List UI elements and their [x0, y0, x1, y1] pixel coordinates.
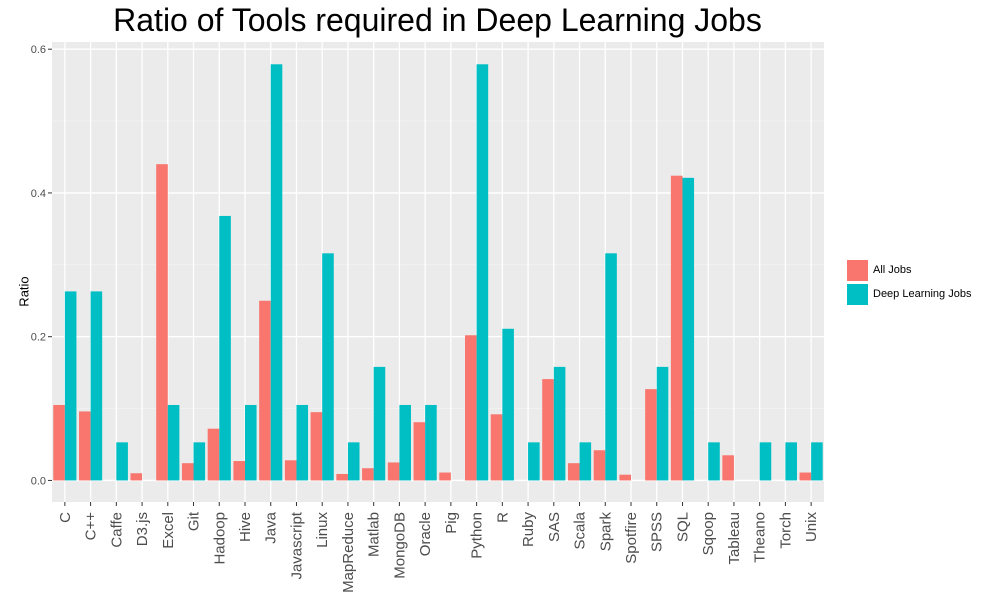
y-tick-label: 0.4: [31, 188, 46, 200]
bar-deep-learning-jobs-sas: [553, 366, 566, 481]
legend: All Jobs Deep Learning Jobs: [847, 258, 971, 306]
x-tick-label: Hadoop: [211, 512, 228, 565]
legend-label: Deep Learning Jobs: [873, 288, 972, 300]
bar-deep-learning-jobs-git: [193, 442, 206, 481]
bar-all-jobs-spotfire: [619, 474, 631, 481]
x-tick-label: Matlab: [366, 512, 383, 557]
bar-deep-learning-jobs-spss: [656, 366, 669, 481]
bar-all-jobs-git: [181, 463, 194, 481]
bar-deep-learning-jobs-matlab: [373, 366, 386, 481]
bar-all-jobs-c: [79, 411, 91, 481]
bar-all-jobs-mapreduce: [336, 473, 348, 481]
bar-deep-learning-jobs-caffe: [116, 442, 128, 481]
x-tick-label: Theano: [752, 512, 769, 563]
y-tick-label: 0.0: [31, 475, 46, 487]
legend-item-deep-learning-jobs: Deep Learning Jobs: [847, 282, 971, 306]
bar-all-jobs-r: [490, 414, 503, 481]
bar-all-jobs-javascript: [284, 460, 297, 481]
x-tick-label: SPSS: [649, 512, 666, 552]
y-tick-label: 0.2: [31, 332, 46, 344]
x-axis: C C++ Caffe D3.js Excel Git Hadoop Hive Java Java…: [57, 502, 820, 593]
bar-deep-learning-jobs-oracle: [425, 404, 437, 481]
bar-all-jobs-tableau: [722, 455, 734, 481]
x-tick-label: Git: [186, 511, 203, 531]
bar-deep-learning-jobs-java: [270, 64, 283, 481]
bar-deep-learning-jobs-mongodb: [399, 404, 411, 481]
x-tick-label: Python: [469, 512, 486, 559]
bar-all-jobs-oracle: [413, 422, 426, 481]
x-tick-label: Ruby: [520, 512, 537, 548]
bar-deep-learning-jobs-sql: [682, 177, 695, 481]
y-axis: 0.0 0.2 0.4 0.6: [31, 44, 52, 487]
bar-deep-learning-jobs-theano: [759, 442, 772, 481]
x-tick-label: Excel: [160, 512, 177, 549]
x-tick-label: SAS: [546, 512, 563, 542]
x-tick-label: MapReduce: [340, 512, 357, 593]
bar-deep-learning-jobs-javascript: [296, 404, 309, 481]
x-tick-label: Hive: [237, 512, 254, 542]
bar-deep-learning-jobs-c: [64, 291, 77, 481]
bar-all-jobs-c: [53, 404, 65, 481]
x-tick-label: Torch: [777, 512, 794, 549]
x-tick-label: D3.js: [134, 512, 151, 546]
bar-deep-learning-jobs-excel: [167, 404, 180, 481]
bar-all-jobs-hadoop: [207, 428, 220, 481]
bar-deep-learning-jobs-c: [90, 291, 103, 481]
legend-item-all-jobs: All Jobs: [847, 258, 971, 282]
bar-all-jobs-hive: [233, 461, 245, 481]
legend-swatch-deep-learning-jobs: [847, 283, 868, 305]
x-tick-label: Spark: [597, 512, 614, 552]
x-tick-label: Sqoop: [700, 512, 717, 555]
bar-all-jobs-unix: [799, 472, 812, 481]
bar-deep-learning-jobs-r: [502, 328, 514, 481]
x-tick-label: Caffe: [108, 512, 125, 548]
x-tick-label: Spotfire: [623, 512, 640, 564]
bar-all-jobs-java: [259, 300, 271, 481]
x-tick-label: Tableau: [726, 512, 743, 565]
bar-deep-learning-jobs-spark: [605, 253, 617, 481]
chart-title: Ratio of Tools required in Deep Learning…: [113, 2, 762, 38]
plot-panel: [52, 42, 824, 502]
bar-all-jobs-spark: [593, 450, 606, 481]
bar-deep-learning-jobs-python: [476, 64, 489, 481]
bar-deep-learning-jobs-linux: [322, 253, 334, 481]
x-tick-label: Unix: [803, 512, 820, 543]
x-tick-label: MongoDB: [391, 512, 408, 579]
bar-all-jobs-d3js: [130, 473, 143, 481]
x-tick-label: R: [494, 512, 511, 523]
legend-swatch-all-jobs: [847, 259, 868, 281]
x-tick-label: Oracle: [417, 512, 434, 556]
bar-all-jobs-spss: [645, 389, 657, 481]
bars: [53, 64, 823, 481]
bar-deep-learning-jobs-torch: [785, 442, 797, 481]
x-tick-label: Scala: [572, 511, 589, 549]
bar-all-jobs-pig: [439, 472, 451, 481]
bar-deep-learning-jobs-sqoop: [708, 442, 720, 481]
bar-deep-learning-jobs-hadoop: [219, 215, 231, 481]
x-tick-label: Pig: [443, 512, 460, 534]
x-tick-label: Javascript: [288, 511, 305, 579]
x-tick-label: C++: [83, 512, 100, 541]
bar-all-jobs-scala: [567, 463, 580, 481]
bar-deep-learning-jobs-scala: [579, 442, 592, 481]
bar-all-jobs-matlab: [362, 468, 374, 481]
bar-all-jobs-sas: [542, 379, 554, 481]
x-tick-label: Java: [263, 511, 280, 543]
x-tick-label: C: [57, 512, 74, 523]
x-tick-label: SQL: [674, 512, 691, 542]
bar-deep-learning-jobs-hive: [245, 404, 257, 481]
bar-all-jobs-linux: [310, 412, 323, 481]
bar-deep-learning-jobs-unix: [811, 442, 823, 481]
y-tick-label: 0.6: [31, 44, 46, 56]
bar-deep-learning-jobs-mapreduce: [347, 442, 360, 481]
bar-all-jobs-excel: [156, 164, 168, 481]
x-tick-label: Linux: [314, 512, 331, 548]
bar-all-jobs-python: [465, 335, 477, 481]
bar-deep-learning-jobs-ruby: [528, 442, 540, 481]
bar-all-jobs-sql: [670, 175, 683, 481]
bar-all-jobs-mongodb: [387, 462, 400, 481]
legend-label: All Jobs: [873, 264, 912, 276]
